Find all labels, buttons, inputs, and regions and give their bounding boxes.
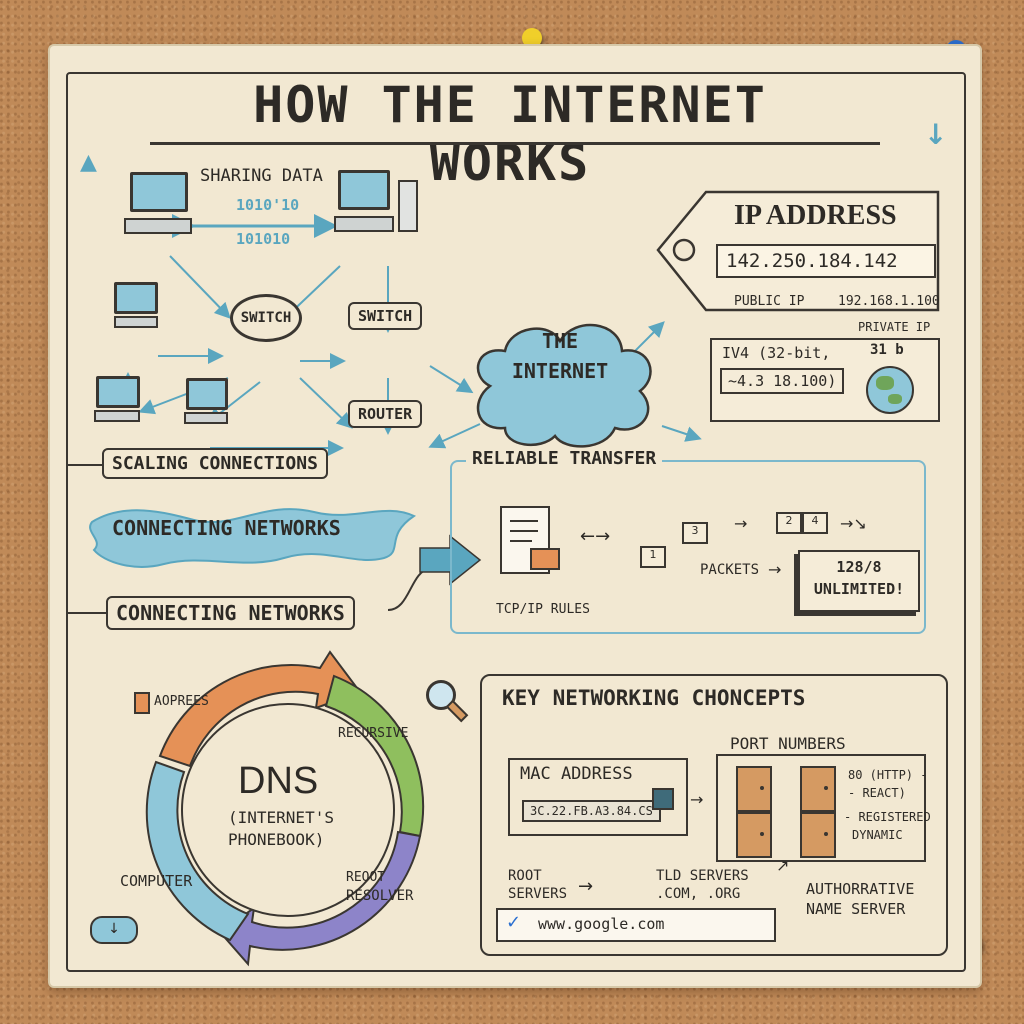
public-ip-label: PUBLIC IP — [734, 294, 805, 309]
dns-title: DNS — [238, 760, 319, 802]
port-door-icon — [800, 812, 836, 858]
chip-icon — [652, 788, 674, 810]
port-door-icon — [736, 812, 772, 858]
port-80-label: 80 (HTTP) - — [848, 768, 928, 782]
mac-address-value: 3C.22.FB.A3.84.CS — [522, 800, 661, 822]
ip-address-value: 142.250.184.142 — [716, 244, 936, 278]
arrow-icon: ←→ — [580, 526, 611, 547]
reliable-transfer-title: RELIABLE TRANSFER — [466, 448, 663, 469]
port-registered-label: - REGISTERED — [844, 810, 931, 824]
packet-box: 1 — [640, 546, 666, 568]
left-connector-line — [66, 464, 102, 466]
dns-cycle-diagram — [145, 650, 425, 967]
ipv4-value: ~4.3 18.100) — [720, 368, 845, 394]
arrow-icon: ↗ — [776, 856, 790, 875]
arrow-icon: →↘ — [840, 514, 867, 533]
dns-resolver-line1: REOOT — [346, 870, 386, 885]
dns-resolver-line2: RESOLVER — [346, 888, 414, 904]
dns-subtitle-line1: (INTERNET'S — [228, 808, 334, 827]
router-node: ROUTER — [348, 400, 423, 428]
packets-label: PACKETS — [700, 562, 760, 578]
document-icon — [500, 506, 560, 574]
cloud-download-icon: ↓ — [90, 916, 138, 944]
key-concepts-box — [480, 674, 948, 956]
switch-node-left: SWITCH — [230, 294, 302, 342]
dns-subtitle-line2: PHONEBOOK) — [228, 830, 325, 849]
authoritative-line2: NAME SERVER — [806, 900, 906, 918]
globe-icon — [866, 366, 914, 414]
tld-servers-line2: .COM, .ORG — [656, 886, 741, 902]
arrow-icon: → — [690, 790, 704, 809]
ip-address-title: IP ADDRESS — [734, 200, 897, 231]
dns-recursive-label: RECURSIVE — [338, 726, 409, 741]
flag-icon — [134, 692, 150, 714]
connecting-networks-label: CONNECTING NETWORKS — [106, 596, 355, 630]
switch-node-right: SWITCH — [348, 302, 423, 330]
binary-bottom: 101010 — [236, 230, 291, 248]
url-bar[interactable]: ✓ www.google.com — [496, 908, 776, 942]
wave-banner — [89, 508, 417, 568]
packet-box: 3 — [682, 522, 708, 544]
unlimited-bottom: UNLIMITED! — [813, 580, 905, 598]
arrow-icon: → — [578, 876, 594, 897]
port-numbers-box — [716, 754, 926, 862]
mac-address-title: MAC ADDRESS — [520, 764, 633, 784]
port-door-icon — [736, 766, 772, 812]
unlimited-top: 128/8 — [836, 558, 882, 576]
title-underline — [150, 142, 880, 145]
port-numbers-title: PORT NUMBERS — [730, 734, 846, 753]
arrow-icon: → — [734, 514, 748, 533]
binary-top: 1010'10 — [236, 196, 300, 214]
packet-box: 4 — [802, 512, 828, 534]
sparkle-icon: ▲ — [80, 150, 97, 175]
port-door-icon — [800, 766, 836, 812]
yellow-pushpin-top — [522, 28, 542, 48]
sharing-data-label: SHARING DATA — [200, 166, 323, 186]
connecting-networks-wave-text: CONNECTING NETWORKS — [112, 516, 341, 540]
dns-computer-label: COMPUTER — [120, 872, 193, 890]
poster-frame — [66, 72, 966, 972]
key-concepts-title: KEY NETWORKING CHONCEPTS — [502, 686, 806, 710]
switch-left-label: SWITCH — [240, 310, 292, 326]
left-connector-line-2 — [66, 612, 106, 614]
check-icon: ✓ — [506, 912, 522, 933]
tcp-ip-rules-label: TCP/IP RULES — [496, 602, 590, 617]
mac-address-box — [508, 758, 688, 836]
port-react-label: - REACT) — [848, 786, 906, 800]
arrow-icon: → — [768, 560, 782, 579]
globe-note: 31 b — [870, 342, 904, 358]
poster: HOW THE INTERNET WORKS ↓ ▲ — [48, 44, 982, 988]
internet-cloud-label: THE INTERNET — [511, 329, 609, 383]
reliable-transfer-box — [450, 460, 926, 634]
internet-cloud-shape — [476, 323, 652, 448]
ipv4-label: IV4 (32-bit, — [722, 344, 831, 362]
tld-servers-line1: TLD SERVERS — [656, 868, 749, 884]
dns-adpress-label: AOPREES — [154, 694, 209, 709]
packet-box: 2 — [776, 512, 802, 534]
port-dynamic-label: DYNAMIC — [852, 828, 903, 842]
private-ip-label: PRIVATE IP — [858, 320, 931, 334]
scaling-connections-label: SCALING CONNECTIONS — [102, 448, 328, 479]
root-servers-line2: SERVERS — [508, 886, 568, 902]
root-servers-line1: ROOT — [508, 868, 542, 884]
url-text: www.google.com — [538, 915, 665, 933]
down-arrow-icon: ↓ — [924, 118, 948, 151]
unlimited-box: 128/8 UNLIMITED! — [798, 550, 920, 612]
private-ip-value: 192.168.1.100 — [838, 294, 940, 309]
authoritative-line1: AUTHORRATIVE — [806, 880, 915, 898]
